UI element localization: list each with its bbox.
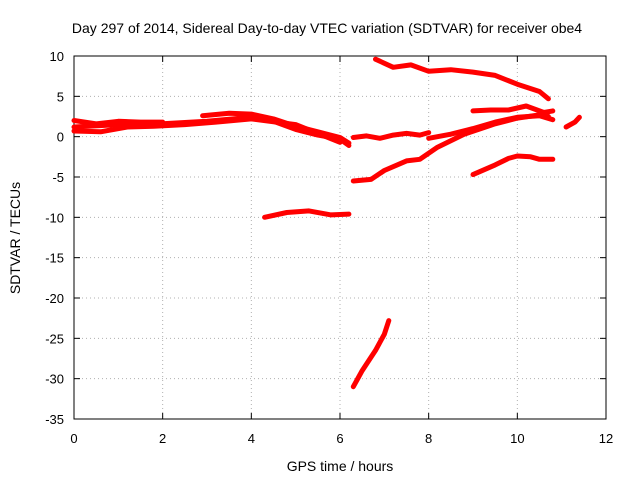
y-tick-label: 5 xyxy=(57,89,64,104)
x-tick-label: 6 xyxy=(336,431,343,446)
y-tick-label: -35 xyxy=(45,412,64,427)
x-axis-label: GPS time / hours xyxy=(287,458,394,474)
y-tick-label: -20 xyxy=(45,291,64,306)
x-axis: 0 2 4 6 8 10 12 xyxy=(70,56,613,446)
y-tick-label: -30 xyxy=(45,372,64,387)
x-tick-label: 2 xyxy=(159,431,166,446)
y-tick-label: -10 xyxy=(45,210,64,225)
y-axis: 10 5 0 -5 -10 -15 -20 -25 -30 -35 xyxy=(45,49,606,427)
x-tick-label: 0 xyxy=(70,431,77,446)
y-axis-label: SDTVAR / TECUs xyxy=(7,182,23,294)
series-arc-8 xyxy=(350,130,432,141)
y-tick-label: 0 xyxy=(57,130,64,145)
series-arc-13 xyxy=(563,114,582,130)
y-tick-label: -5 xyxy=(52,170,64,185)
series-arc-7 xyxy=(350,112,551,184)
series-arc-10 xyxy=(426,113,556,141)
y-tick-label: -15 xyxy=(45,251,64,266)
grid xyxy=(74,56,606,419)
series-group xyxy=(71,56,582,390)
series-arc-4 xyxy=(200,110,352,146)
x-tick-label: 10 xyxy=(510,431,524,446)
x-tick-label: 4 xyxy=(248,431,255,446)
y-tick-label: 10 xyxy=(50,49,64,64)
series-arc-6 xyxy=(350,318,392,390)
series-arc-11 xyxy=(470,103,556,115)
series-arc-12 xyxy=(470,153,556,178)
series-arc-5 xyxy=(262,208,352,220)
x-tick-label: 8 xyxy=(425,431,432,446)
chart-title: Day 297 of 2014, Sidereal Day-to-day VTE… xyxy=(72,20,582,36)
series-arc-9 xyxy=(373,56,551,102)
x-tick-label: 12 xyxy=(599,431,613,446)
y-tick-label: -25 xyxy=(45,331,64,346)
